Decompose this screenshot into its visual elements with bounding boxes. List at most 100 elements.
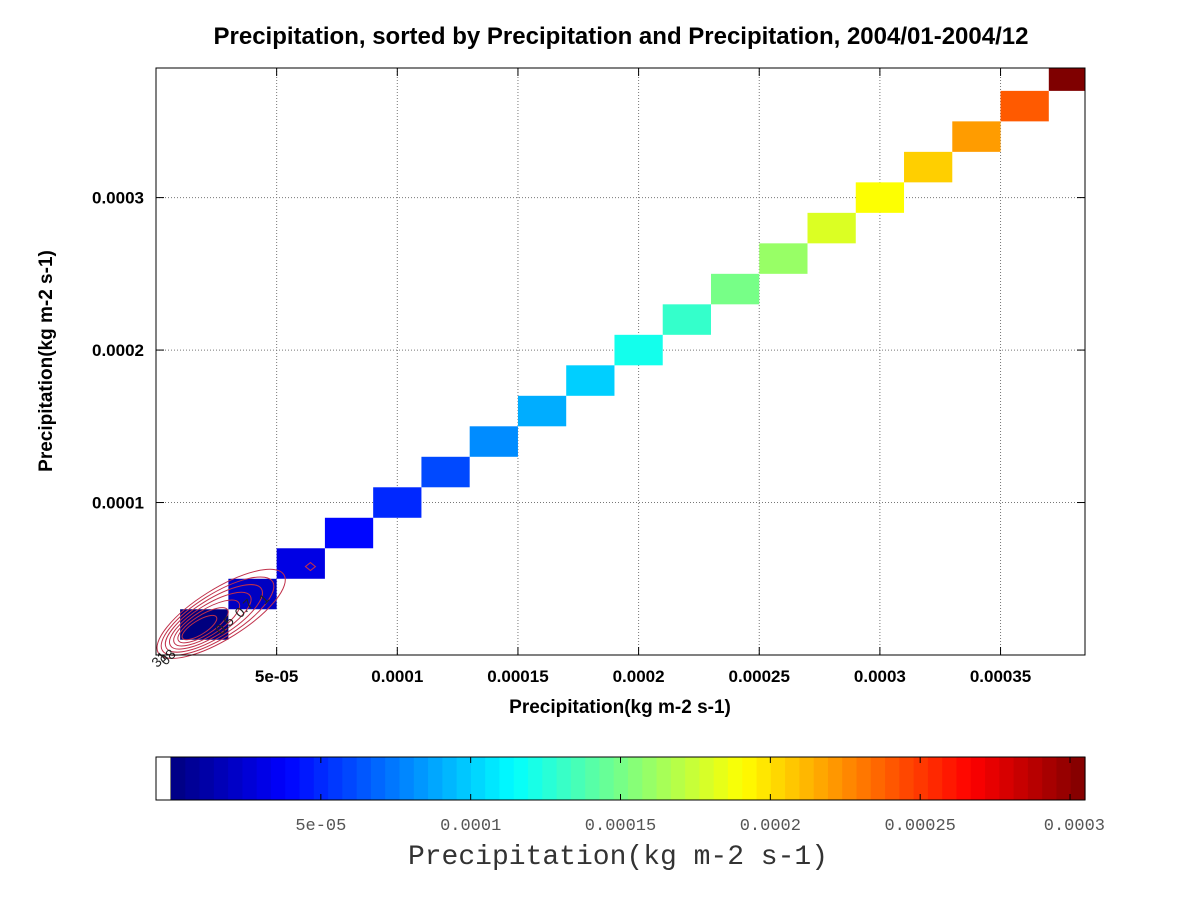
colorbar-step xyxy=(899,757,915,800)
colorbar-tick-label: 0.0002 xyxy=(740,817,801,836)
x-tick-label: 0.00015 xyxy=(487,667,548,686)
colorbar-step xyxy=(470,757,486,800)
heatmap-cell xyxy=(276,548,325,579)
x-tick-label: 5e-05 xyxy=(255,667,298,686)
x-tick-label: 0.0001 xyxy=(371,667,423,686)
colorbar: 5e-05 0.0001 0.00015 0.0002 0.00025 0.0003 Pr… xyxy=(155,756,1105,873)
heatmap-cell xyxy=(517,395,567,427)
colorbar-step xyxy=(313,757,329,800)
colorbar-step xyxy=(299,757,315,800)
colorbar-step xyxy=(927,757,943,800)
colorbar-step xyxy=(199,757,215,800)
colorbar-step xyxy=(356,757,372,800)
heatmap-cell xyxy=(807,212,856,244)
heatmap-cell xyxy=(1000,90,1049,122)
contour-line xyxy=(160,576,275,656)
colorbar-step xyxy=(942,757,958,800)
colorbar-step xyxy=(842,757,858,800)
colorbar-step xyxy=(685,757,701,800)
colorbar-step xyxy=(870,757,886,800)
heatmap-cell xyxy=(855,182,905,213)
colorbar-step xyxy=(428,757,443,800)
colorbar-step xyxy=(213,757,229,800)
x-tick-label: 0.0003 xyxy=(854,667,906,686)
colorbar-step xyxy=(570,757,586,800)
colorbar-step xyxy=(556,757,572,800)
colorbar-tick-label: 0.00015 xyxy=(585,817,656,836)
heatmap-cell xyxy=(1048,68,1085,91)
chart-title: Precipitation, sorted by Precipitation a… xyxy=(214,23,1029,50)
colorbar-step xyxy=(956,757,972,800)
colorbar-tick-label: 0.0003 xyxy=(1044,817,1105,836)
contour-line xyxy=(177,607,229,644)
colorbar-step xyxy=(370,757,386,800)
heatmap-cell xyxy=(952,121,1001,152)
colorbar-step xyxy=(985,757,1000,800)
colorbar-step xyxy=(528,757,543,800)
heatmap-cell xyxy=(373,487,422,518)
colorbar-step xyxy=(499,757,515,800)
colorbar-step xyxy=(599,757,615,800)
colorbar-step xyxy=(813,757,829,800)
contour-line xyxy=(164,584,263,653)
contour-line xyxy=(169,591,252,650)
y-tick-label: 0.0001 xyxy=(92,494,144,513)
heatmap-cell xyxy=(566,365,615,396)
colorbar-step xyxy=(770,757,786,800)
colorbar-step xyxy=(913,757,929,800)
colorbar-step xyxy=(1042,757,1058,800)
colorbar-step xyxy=(785,757,800,800)
colorbar-step xyxy=(285,757,301,800)
contour-line xyxy=(173,599,241,647)
colorbar-steps xyxy=(171,757,1086,800)
colorbar-step xyxy=(442,757,458,800)
y-axis-label: Precipitation(kg m-2 s-1) xyxy=(36,250,57,472)
colorbar-tick-label: 0.00025 xyxy=(884,817,955,836)
colorbar-step xyxy=(413,757,429,800)
plot-frame xyxy=(155,67,1086,656)
heatmap-cell xyxy=(662,304,711,335)
colorbar-step xyxy=(885,757,900,800)
heatmap-cell xyxy=(904,151,953,183)
colorbar-step xyxy=(399,757,415,800)
colorbar-step xyxy=(827,757,843,800)
colorbar-step xyxy=(385,757,401,800)
colorbar-step xyxy=(270,757,286,800)
x-tick-label: 0.00025 xyxy=(729,667,790,686)
colorbar-step xyxy=(970,757,986,800)
colorbar-step xyxy=(999,757,1015,800)
colorbar-step xyxy=(328,757,343,800)
colorbar-step xyxy=(628,757,643,800)
colorbar-label: Precipitation(kg m-2 s-1) xyxy=(408,842,828,873)
colorbar-step xyxy=(670,757,686,800)
colorbar-step xyxy=(742,757,758,800)
y-axis-ticks: 0.0001 0.0002 0.0003 xyxy=(92,189,1085,513)
contour-line xyxy=(181,614,218,641)
colorbar-step xyxy=(699,757,715,800)
colorbar-step xyxy=(713,757,729,800)
colorbar-step xyxy=(727,757,743,800)
heatmap-cell xyxy=(710,273,760,305)
colorbar-step xyxy=(228,757,244,800)
colorbar-under-swatch xyxy=(155,756,172,801)
heatmap-cell xyxy=(324,517,374,549)
colorbar-step xyxy=(185,757,201,800)
colorbar-step xyxy=(513,757,529,800)
colorbar-step xyxy=(756,757,772,800)
x-axis-label: Precipitation(kg m-2 s-1) xyxy=(509,697,731,718)
colorbar-step xyxy=(1013,757,1029,800)
colorbar-step xyxy=(799,757,815,800)
colorbar-ticks: 5e-05 0.0001 0.00015 0.0002 0.00025 0.0003 xyxy=(295,757,1105,836)
colorbar-step xyxy=(585,757,601,800)
heatmap-cells xyxy=(180,68,1085,640)
colorbar-step xyxy=(542,757,558,800)
colorbar-step xyxy=(171,757,186,800)
colorbar-step xyxy=(642,757,658,800)
colorbar-step xyxy=(1070,757,1086,800)
heatmap-cell xyxy=(421,456,470,488)
contour-line xyxy=(304,561,317,572)
y-tick-label: 0.0003 xyxy=(92,189,144,208)
x-tick-label: 0.0002 xyxy=(613,667,665,686)
